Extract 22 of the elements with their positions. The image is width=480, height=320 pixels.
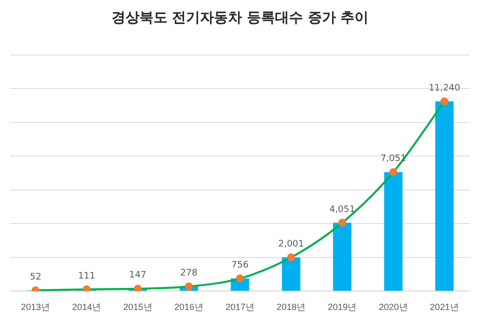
data-label: 756 — [231, 260, 249, 270]
bar — [333, 222, 352, 291]
data-label: 278 — [180, 268, 198, 279]
bar — [282, 257, 300, 291]
x-tick-label: 2021년 — [430, 302, 459, 312]
x-tick-label: 2014년 — [72, 302, 102, 312]
data-label: 147 — [129, 270, 146, 281]
bar — [435, 101, 454, 291]
x-tick-label: 2016년 — [174, 302, 204, 312]
data-label: 2,001 — [278, 239, 304, 250]
x-tick-label: 2018년 — [276, 302, 306, 312]
x-tick-label: 2015년 — [123, 302, 152, 312]
data-label: 11,240 — [428, 83, 460, 94]
x-tick-label: 2013년 — [21, 302, 50, 312]
data-label: 52 — [30, 272, 42, 282]
data-label: 111 — [78, 271, 96, 282]
x-tick-label: 2019년 — [328, 302, 357, 312]
x-tick-label: 2020년 — [378, 302, 408, 312]
x-tick-label: 2017년 — [225, 302, 255, 312]
bar — [384, 172, 403, 291]
chart-title: 경상북도 전기자동차 등록대수 증가 추이 — [111, 10, 369, 26]
data-label: 4,051 — [329, 204, 356, 215]
